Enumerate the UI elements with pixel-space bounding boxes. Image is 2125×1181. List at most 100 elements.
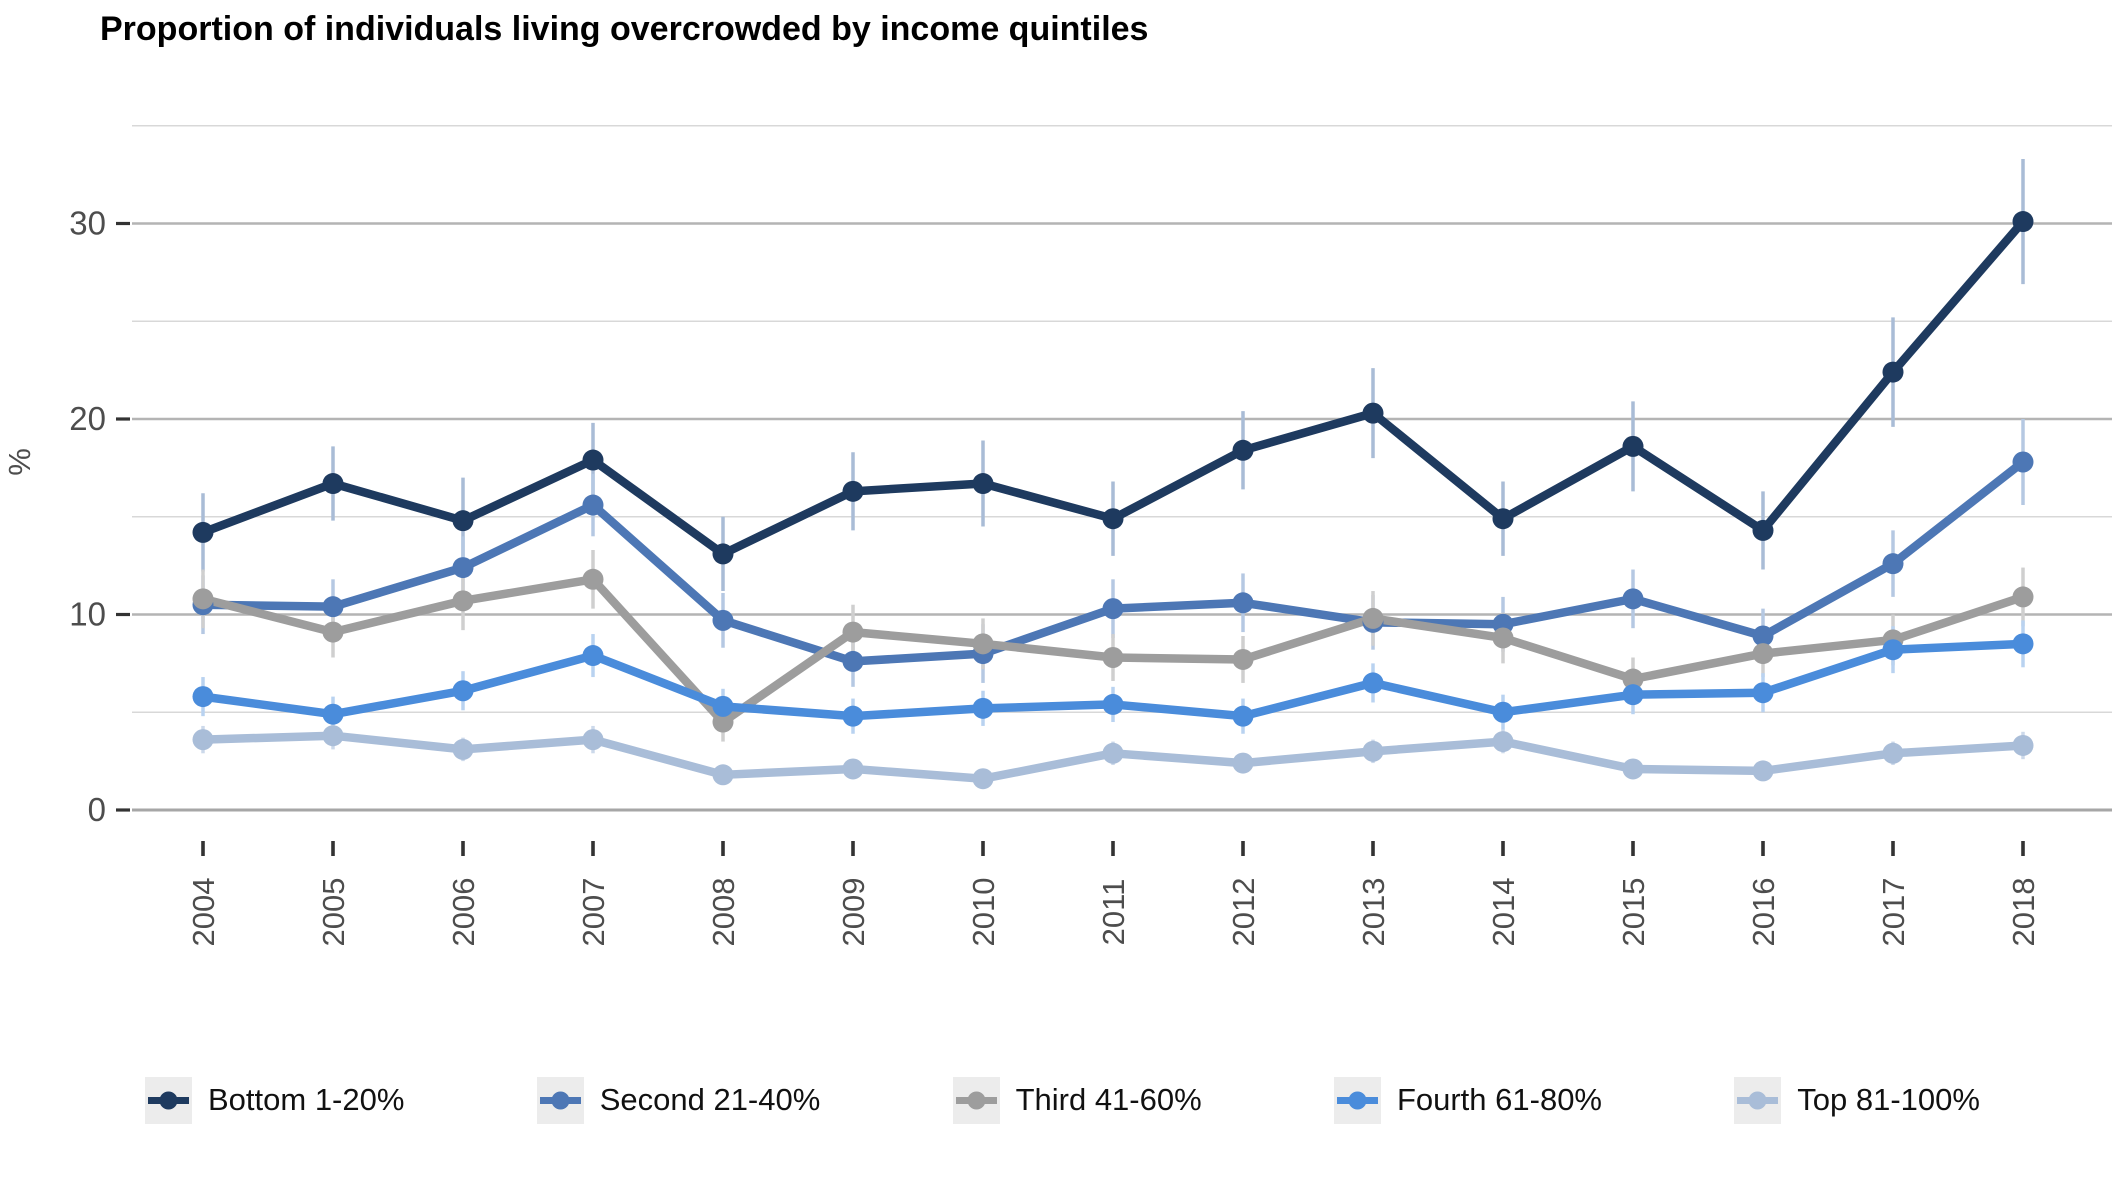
legend-item-4: Top 81-100% [1734, 1076, 1980, 1124]
data-point-s4 [1622, 758, 1644, 780]
data-point-s0 [1102, 508, 1124, 530]
data-point-s2 [1362, 607, 1384, 629]
data-point-s0 [972, 473, 994, 495]
legend-swatch [1336, 1091, 1378, 1109]
legend-key [1734, 1076, 1782, 1124]
legend-label: Fourth 61-80% [1396, 1082, 1602, 1117]
x-tick-label: 2006 [446, 878, 481, 947]
legend-label: Third 41-60% [1015, 1082, 1202, 1117]
data-point-s4 [1232, 752, 1254, 774]
chart-title: Proportion of individuals living overcro… [100, 10, 1149, 48]
legend-key [145, 1076, 192, 1124]
data-point-s4 [712, 764, 734, 786]
legend-label: Second 21-40% [599, 1082, 821, 1117]
legend-label: Bottom 1-20% [208, 1082, 405, 1117]
legend-label: Top 81-100% [1797, 1082, 1980, 1117]
data-point-s4 [842, 758, 864, 780]
x-tick-label: 2004 [186, 878, 221, 947]
data-point-s4 [322, 725, 344, 747]
data-point-s4 [1882, 742, 1904, 764]
x-tick-label: 2018 [2006, 878, 2041, 947]
x-tick-label: 2014 [1486, 878, 1521, 947]
data-point-s0 [1362, 402, 1384, 424]
data-point-s2 [1752, 643, 1774, 665]
data-point-s3 [1882, 639, 1904, 661]
data-point-s0 [1882, 361, 1904, 383]
x-tick-label: 2011 [1096, 879, 1131, 946]
data-point-s4 [192, 729, 214, 751]
data-point-s3 [1752, 682, 1774, 704]
data-point-s3 [452, 680, 474, 702]
legend-item-0: Bottom 1-20% [145, 1076, 405, 1124]
y-tick-label: 10 [69, 596, 106, 633]
legend-item-3: Fourth 61-80% [1333, 1076, 1602, 1124]
y-tick-label: 30 [69, 205, 106, 242]
data-point-s0 [192, 521, 214, 543]
legend-key [1333, 1076, 1381, 1124]
data-point-s2 [1622, 668, 1644, 690]
data-point-s2 [842, 621, 864, 643]
data-point-s1 [712, 609, 734, 631]
legend-swatch-point [1348, 1091, 1367, 1109]
data-point-s2 [2012, 586, 2034, 608]
data-point-s2 [322, 621, 344, 643]
data-point-s3 [972, 697, 994, 719]
data-point-s3 [2012, 633, 2034, 655]
data-point-s0 [1622, 435, 1644, 457]
data-point-s3 [582, 645, 604, 667]
data-point-s1 [452, 557, 474, 579]
x-tick-label: 2010 [966, 878, 1001, 947]
data-point-s3 [712, 695, 734, 717]
data-point-s2 [192, 588, 214, 610]
data-point-s1 [2012, 451, 2034, 473]
data-point-s0 [842, 480, 864, 502]
data-point-s4 [2012, 734, 2034, 756]
data-point-s3 [1232, 705, 1254, 727]
legend-swatch-point [1748, 1091, 1767, 1109]
data-point-s1 [1232, 592, 1254, 614]
data-point-s4 [1362, 740, 1384, 762]
x-tick-label: 2017 [1876, 878, 1911, 947]
legend: Bottom 1-20% Second 21-40% Third 41-60% Fou… [0, 1062, 2125, 1138]
data-point-s1 [582, 494, 604, 516]
x-tick-label: 2007 [576, 878, 611, 947]
legend-swatch [148, 1091, 189, 1109]
data-point-s1 [842, 650, 864, 672]
data-point-s0 [2012, 211, 2034, 233]
legend-item-2: Third 41-60% [952, 1076, 1202, 1124]
data-point-s3 [322, 703, 344, 725]
data-point-s0 [322, 473, 344, 495]
x-tick-label: 2013 [1356, 878, 1391, 947]
y-axis-title: % [2, 448, 37, 476]
data-point-s1 [322, 596, 344, 618]
legend-swatch-point [159, 1091, 178, 1109]
legend-item-1: Second 21-40% [536, 1076, 821, 1124]
data-point-s0 [582, 449, 604, 471]
data-point-s0 [1752, 519, 1774, 541]
data-point-s3 [192, 686, 214, 708]
x-tick-label: 2005 [316, 878, 351, 947]
data-point-s2 [1492, 627, 1514, 649]
legend-swatch [539, 1091, 581, 1109]
data-point-s3 [1492, 701, 1514, 723]
data-point-s4 [1492, 731, 1514, 753]
data-point-s2 [582, 568, 604, 590]
data-point-s1 [1882, 553, 1904, 575]
legend-key [536, 1076, 584, 1124]
legend-swatch-point [967, 1091, 986, 1109]
data-point-s3 [1622, 684, 1644, 706]
legend-swatch [955, 1091, 997, 1109]
data-point-s1 [1622, 588, 1644, 610]
data-point-s3 [842, 705, 864, 727]
legend-swatch-point [551, 1091, 570, 1109]
data-point-s3 [1102, 693, 1124, 715]
data-point-s3 [1362, 672, 1384, 694]
plot-svg: 0 10 20 30% 2004 2005 2006 2007 2008 2009 2010 2011… [2, 124, 2112, 947]
data-point-s4 [972, 768, 994, 790]
data-point-s2 [452, 590, 474, 612]
y-tick-label: 0 [88, 791, 106, 828]
x-tick-label: 2015 [1616, 878, 1651, 947]
data-point-s2 [1232, 648, 1254, 670]
legend-key [952, 1076, 1000, 1124]
data-point-s2 [1102, 647, 1124, 669]
